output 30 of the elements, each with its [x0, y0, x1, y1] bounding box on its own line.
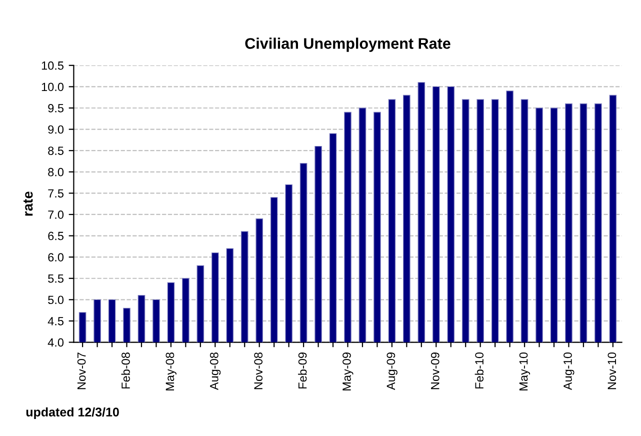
x-tick-label: Feb-08	[121, 352, 130, 388]
y-tick-label: 9.0	[48, 125, 64, 134]
x-tick-label: Aug-09	[386, 352, 398, 390]
x-tick-label: Aug-08	[210, 352, 221, 390]
x-tick-label: May-10	[519, 352, 530, 390]
x-tick-label: Nov-08	[254, 352, 263, 390]
x-tick-label: Nov-07	[77, 352, 86, 390]
y-tick-label: 6.0	[48, 253, 64, 262]
y-tick-label: 7.0	[48, 210, 64, 219]
x-tick-label: Feb-10	[474, 352, 484, 388]
text: updated 12/3/10	[26, 407, 119, 419]
x-tick-label: May-09	[342, 352, 354, 390]
y-tick-label: 4.5	[48, 317, 64, 326]
y-tick-label: 10.5	[42, 61, 64, 70]
y-tick-label: 9.5	[48, 104, 64, 112]
y-axis-title: rate	[24, 192, 33, 216]
y-tick-label: 6.5	[48, 232, 64, 240]
y-tick-label: 5.5	[48, 274, 64, 283]
x-tick-label: Feb-09	[298, 352, 307, 388]
x-tick-label: May-08	[166, 352, 176, 390]
x-tick-label: Nov-09	[430, 352, 440, 390]
y-tick-label: 4.0	[48, 338, 64, 347]
y-tick-label: 8.5	[48, 146, 64, 155]
y-tick-label: 5.0	[48, 296, 64, 304]
chart-title: Civilian Unemployment Rate	[245, 38, 450, 52]
y-tick-label: 7.5	[48, 189, 64, 198]
x-tick-label: Nov-10	[608, 352, 616, 390]
y-tick-label: 8.0	[48, 168, 64, 176]
x-tick-label: Aug-10	[564, 352, 574, 390]
y-tick-label: 10.0	[42, 82, 64, 92]
